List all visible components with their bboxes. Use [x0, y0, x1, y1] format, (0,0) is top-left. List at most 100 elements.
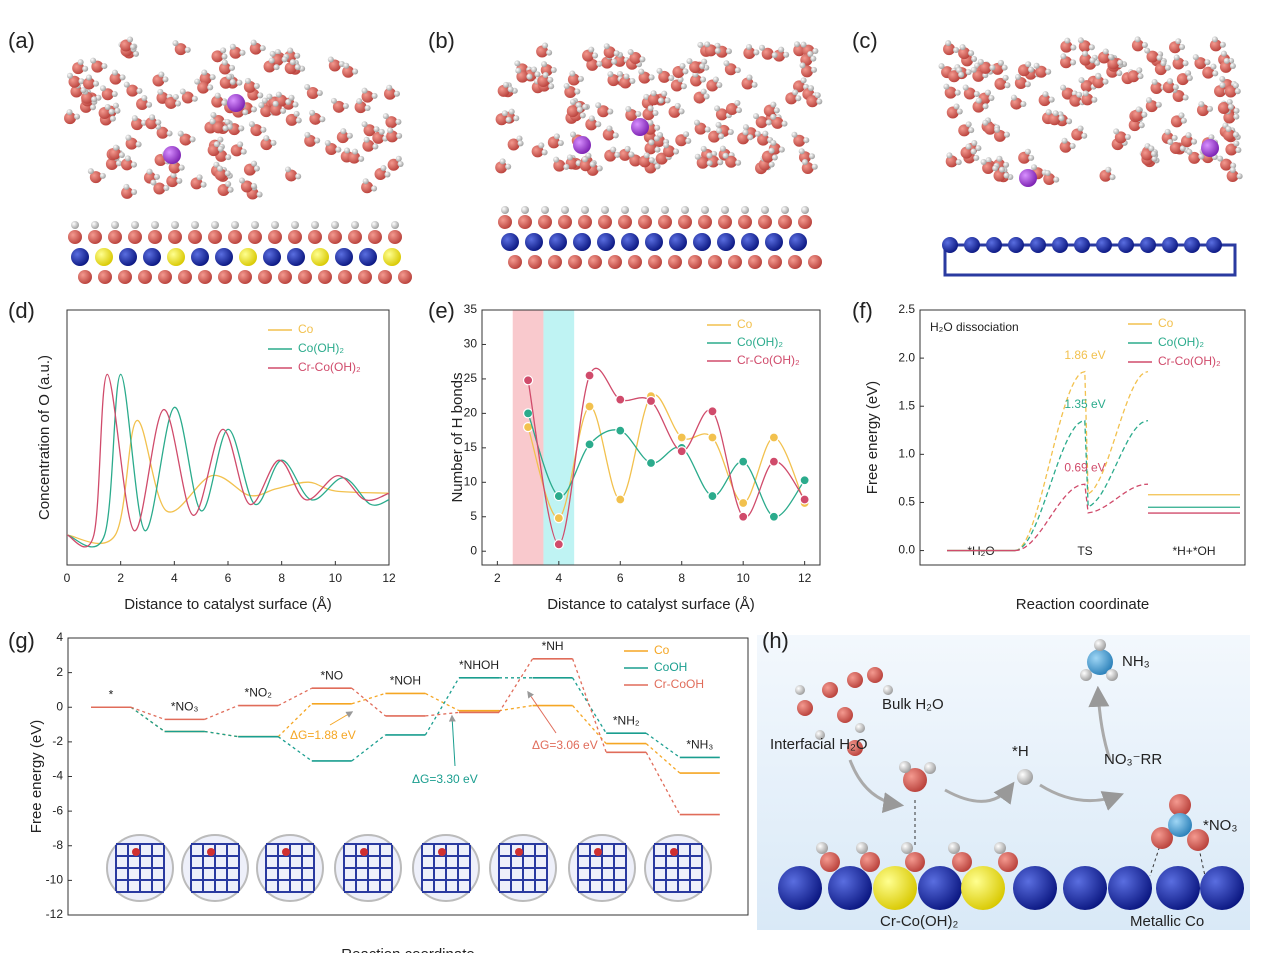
water-hydrogen — [968, 50, 975, 57]
water-hydrogen — [798, 148, 805, 155]
water-oxygen — [1150, 81, 1163, 94]
water-oxygen — [984, 122, 997, 135]
water-hydrogen — [226, 73, 233, 80]
y-tick-label: -8 — [52, 838, 63, 852]
water-hydrogen — [581, 156, 588, 163]
water-hydrogen — [263, 135, 270, 142]
water-hydrogen — [968, 127, 975, 134]
legend-label: Cr-Co(OH)₂ — [298, 360, 361, 374]
annotation-arrow — [448, 714, 456, 767]
water-hydrogen — [541, 61, 548, 68]
water-oxygen — [1081, 93, 1094, 106]
surface-oxygen — [905, 852, 925, 872]
water-oxygen — [68, 75, 81, 88]
water-hydrogen — [982, 119, 989, 126]
water-oxygen — [1128, 119, 1141, 132]
water-hydrogen — [372, 143, 379, 150]
water-hydrogen — [217, 136, 224, 143]
oh-oxygen — [538, 215, 552, 229]
water-oxygen — [602, 128, 615, 141]
water-hydrogen — [361, 121, 368, 128]
cation — [1201, 139, 1219, 157]
oh-hydrogen — [501, 206, 509, 214]
water-hydrogen — [548, 83, 555, 90]
water-hydrogen — [292, 101, 299, 108]
adsorbate — [360, 848, 368, 856]
water-hydrogen — [112, 144, 119, 151]
water-hydrogen — [807, 50, 814, 57]
water-hydrogen — [629, 78, 636, 85]
water-hydrogen — [1048, 96, 1055, 103]
x-category-label: *H+*OH — [1172, 544, 1215, 558]
water-oxygen — [219, 76, 232, 89]
y-tick-label: 30 — [464, 337, 478, 351]
water-hydrogen — [242, 109, 249, 116]
x-tick-label: 4 — [171, 571, 178, 585]
water-hydrogen — [682, 68, 689, 75]
water-hydrogen — [700, 76, 707, 83]
annotation: ΔG=1.88 eV — [290, 728, 356, 742]
level-connector — [424, 677, 460, 736]
water-oxygen — [250, 124, 263, 137]
water-oxygen — [81, 91, 94, 104]
water-hydrogen — [1151, 78, 1158, 85]
water-oxygen — [672, 65, 685, 78]
water-hydrogen — [954, 89, 961, 96]
water-hydrogen — [1066, 118, 1073, 125]
panel-label: (d) — [8, 298, 35, 323]
water-hydrogen — [1088, 44, 1095, 51]
water-hydrogen — [386, 84, 393, 91]
water-hydrogen — [109, 115, 116, 122]
water-hydrogen — [295, 117, 302, 124]
water-hydrogen — [344, 147, 351, 154]
water-hydrogen — [945, 40, 952, 47]
water-oxygen — [179, 133, 192, 146]
water-hydrogen — [958, 71, 965, 78]
oh-oxygen — [178, 270, 192, 284]
water-hydrogen — [623, 73, 630, 80]
water-oxygen — [566, 105, 579, 118]
water-hydrogen — [1227, 103, 1234, 110]
water-oxygen — [603, 46, 616, 59]
water-hydrogen — [1232, 82, 1239, 89]
water-hydrogen — [683, 131, 690, 138]
water-oxygen — [497, 84, 510, 97]
water-hydrogen — [253, 165, 260, 172]
water-hydrogen — [975, 97, 982, 104]
water-hydrogen — [364, 104, 371, 111]
water-hydrogen — [1156, 54, 1163, 61]
level-connector — [130, 706, 165, 733]
water-oxygen — [1014, 76, 1027, 89]
water-hydrogen — [141, 95, 148, 102]
water-hydrogen — [1031, 164, 1038, 171]
water-hydrogen — [229, 78, 236, 85]
water-hydrogen — [163, 185, 170, 192]
water-hydrogen — [129, 43, 136, 50]
water-hydrogen — [131, 115, 138, 122]
water-hydrogen — [734, 100, 741, 107]
oh-oxygen — [328, 230, 342, 244]
water-oxygen — [1202, 66, 1215, 79]
water-oxygen — [1154, 63, 1167, 76]
co-atom — [828, 866, 872, 910]
water-hydrogen — [1198, 153, 1205, 160]
bulk-water — [867, 667, 883, 683]
metal-atom — [717, 233, 735, 251]
oh-oxygen — [208, 230, 222, 244]
water-hydrogen — [266, 93, 273, 100]
diagram-label: *NO₃ — [1203, 817, 1237, 834]
water-hydrogen — [221, 53, 228, 60]
water-hydrogen — [694, 153, 701, 160]
water-oxygen — [944, 86, 957, 99]
water-oxygen — [1209, 39, 1222, 52]
water-oxygen — [531, 145, 544, 158]
step-label: *NO — [320, 668, 343, 682]
water-hydrogen — [214, 92, 221, 99]
water-hydrogen — [250, 183, 257, 190]
water-oxygen — [1069, 94, 1082, 107]
water-hydrogen — [677, 76, 684, 83]
water-hydrogen — [703, 93, 710, 100]
water-hydrogen — [624, 145, 631, 152]
water-oxygen — [741, 77, 754, 90]
water-hydrogen — [1198, 101, 1205, 108]
